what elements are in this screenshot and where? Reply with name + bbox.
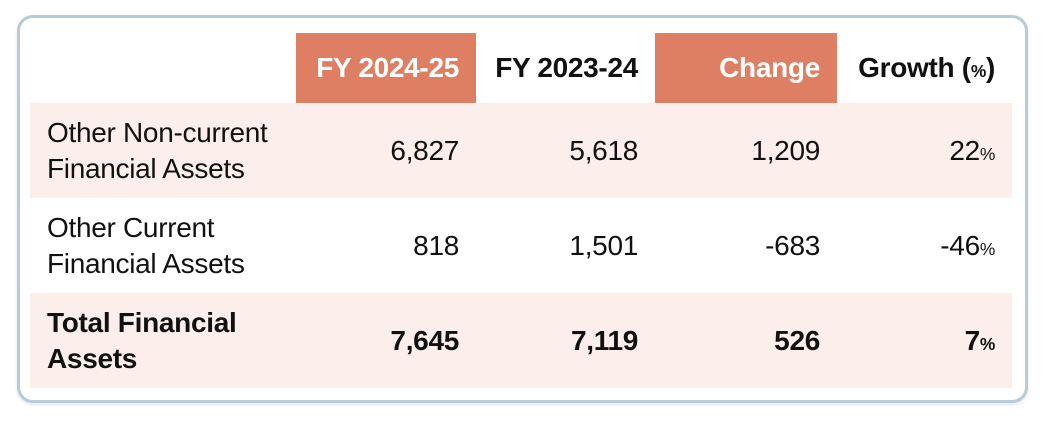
header-fy-2023-24: FY 2023-24 [495,52,638,84]
cell-row-label: Other Current Financial Assets [47,211,245,279]
cell-growth-value: 22% [837,103,1012,198]
header-empty-cell [30,33,296,103]
cell-change-value: 1,209 [655,103,837,198]
table-row-other-non-current: Other Non-current Financial Assets 6,827… [30,103,1012,198]
cell-row-label: Total Financial Assets [30,293,296,388]
cell-fy2324-value: 7,119 [476,293,655,388]
cell-growth-value: -46% [940,229,995,261]
financial-assets-table-card: FY 2024-25 FY 2023-24 Change Growth (%) … [17,15,1028,403]
cell-fy2324-value: 5,618 [476,103,655,198]
cell-fy2425-value: 6,827 [296,103,476,198]
header-growth-text: Growth ( [858,52,971,84]
cell-fy2425-value: 818 [413,229,459,261]
table-header: FY 2024-25 FY 2023-24 Change Growth (%) [30,33,1012,103]
cell-row-label: Other Non-current Financial Assets [30,103,296,198]
header-change: Change [655,33,837,103]
cell-growth-value: 7% [837,293,1012,388]
percent-sign: % [979,143,995,164]
header-growth-percent: Growth (%) [837,33,1012,103]
percent-sign: % [970,61,986,82]
cell-fy2425-value: 7,645 [296,293,476,388]
header-fy-2024-25: FY 2024-25 [296,33,476,103]
header-growth-close-paren: ) [985,52,995,84]
table-row-other-current: Other Current Financial Assets 818 1,501… [30,198,1012,293]
cell-change-value: 526 [655,293,837,388]
table-body: Other Non-current Financial Assets 6,827… [30,103,1012,388]
cell-change-value: -683 [765,229,820,261]
percent-sign: % [979,333,995,354]
cell-fy2324-value: 1,501 [569,229,638,261]
percent-sign: % [979,238,995,259]
table-row-total: Total Financial Assets 7,645 7,119 526 7… [30,293,1012,388]
header-row: FY 2024-25 FY 2023-24 Change Growth (%) [30,33,1012,103]
financial-assets-table: FY 2024-25 FY 2023-24 Change Growth (%) … [30,33,1012,388]
